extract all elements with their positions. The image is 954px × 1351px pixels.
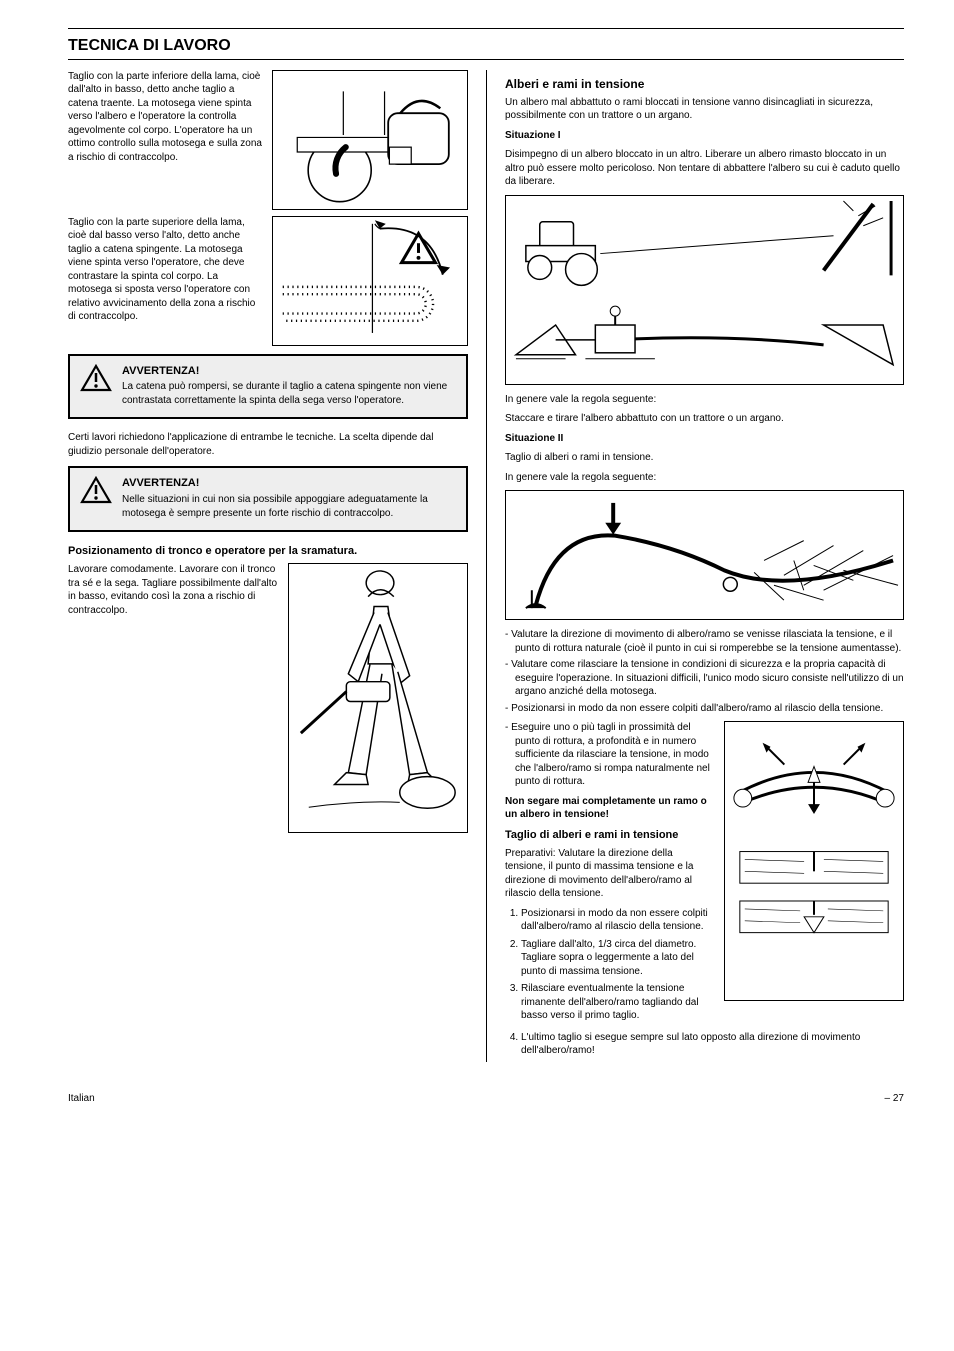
tractor-winch-icon <box>506 196 903 385</box>
situation-2-body: Taglio di alberi o rami in tensione. <box>505 451 904 465</box>
situation-2-rule-2: Valutare come rilasciare la tensione in … <box>505 658 904 699</box>
figure-chainsaw-cut-down <box>272 70 468 210</box>
both-techniques-text: Certi lavori richiedono l'applicazione d… <box>68 431 468 458</box>
figure-kickback-zone <box>272 216 468 346</box>
section-title-positioning: Posizionamento di tronco e operatore per… <box>68 544 468 559</box>
page-title: TECNICA DI LAVORO <box>68 35 904 57</box>
situation-2-rule-1: Valutare la direzione di movimento di al… <box>505 628 904 655</box>
step-4: L'ultimo taglio si esegue sempre sul lat… <box>521 1031 904 1058</box>
warning-box-2: AVVERTENZA! Nelle situazioni in cui non … <box>68 466 468 532</box>
situation-2-rule-intro: In genere vale la regola seguente: <box>505 471 904 485</box>
page-footer: Italian – 27 <box>68 1092 904 1106</box>
footer-page-number: – 27 <box>885 1092 904 1106</box>
kickback-zone-icon <box>273 216 467 346</box>
pulling-chain-text: Taglio con la parte superiore della lama… <box>68 216 264 324</box>
situation-2-note: Non segare mai completamente un ramo o u… <box>505 796 707 821</box>
cut-sequence-icon <box>725 723 903 1000</box>
figure-tractor-winch <box>505 195 904 385</box>
warning-title: AVVERTENZA! <box>122 476 456 491</box>
warning-title: AVVERTENZA! <box>122 364 456 379</box>
left-column: Taglio con la parte inferiore della lama… <box>68 70 486 1062</box>
warning-box-1: AVVERTENZA! La catena può rompersi, se d… <box>68 354 468 420</box>
situation-1-title: Situazione I <box>505 130 561 141</box>
chainsaw-pushing-icon <box>273 70 467 210</box>
figure-cut-sequence <box>724 721 904 1001</box>
warning-body: Nelle situazioni in cui non sia possibil… <box>122 493 456 520</box>
right-column: Alberi e rami in tensione Un albero mal … <box>486 70 904 1062</box>
operator-figure-icon <box>289 565 467 832</box>
warning-triangle-icon <box>80 364 112 392</box>
section-title-tension: Alberi e rami in tensione <box>505 76 904 92</box>
footer-language: Italian <box>68 1092 95 1106</box>
tension-intro-text: Un albero mal abbattuto o rami bloccati … <box>505 96 904 123</box>
figure-operator-positioning <box>288 563 468 833</box>
warning-triangle-icon <box>80 476 112 504</box>
situation-2-title: Situazione II <box>505 433 563 444</box>
pushing-chain-text: Taglio con la parte inferiore della lama… <box>68 70 264 165</box>
situation-1-body: Disimpegno di un albero bloccato in un a… <box>505 148 904 189</box>
situation-1-rule-body: Staccare e tirare l'albero abbattuto con… <box>505 412 904 426</box>
figure-bent-tree <box>505 490 904 620</box>
situation-1-rule-intro: In genere vale la regola seguente: <box>505 393 904 407</box>
bent-tree-icon <box>506 491 903 620</box>
warning-body: La catena può rompersi, se durante il ta… <box>122 380 456 407</box>
situation-2-rule-3: Posizionarsi in modo da non essere colpi… <box>505 702 904 716</box>
